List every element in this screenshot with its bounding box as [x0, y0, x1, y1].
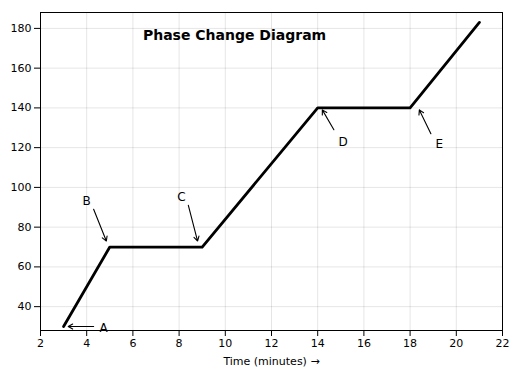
svg-text:B: B: [83, 194, 91, 208]
svg-text:14: 14: [311, 337, 325, 350]
svg-text:120: 120: [11, 141, 32, 154]
svg-text:6: 6: [129, 337, 136, 350]
svg-text:10: 10: [218, 337, 232, 350]
svg-text:12: 12: [265, 337, 279, 350]
svg-text:16: 16: [357, 337, 371, 350]
svg-text:D: D: [338, 135, 347, 149]
svg-text:100: 100: [11, 181, 32, 194]
svg-text:C: C: [177, 190, 185, 204]
svg-text:Time (minutes) →: Time (minutes) →: [222, 355, 319, 368]
svg-text:160: 160: [11, 62, 32, 75]
svg-text:40: 40: [18, 300, 32, 313]
svg-text:Phase Change Diagram: Phase Change Diagram: [143, 27, 326, 43]
svg-text:18: 18: [403, 337, 417, 350]
svg-text:8: 8: [176, 337, 183, 350]
svg-text:E: E: [436, 137, 444, 151]
svg-text:4: 4: [83, 337, 90, 350]
svg-text:20: 20: [449, 337, 463, 350]
svg-text:22: 22: [496, 337, 510, 350]
svg-text:A: A: [99, 321, 108, 335]
svg-text:60: 60: [18, 260, 32, 273]
svg-text:80: 80: [18, 221, 32, 234]
svg-text:180: 180: [11, 22, 32, 35]
svg-text:2: 2: [37, 337, 44, 350]
svg-text:140: 140: [11, 101, 32, 114]
